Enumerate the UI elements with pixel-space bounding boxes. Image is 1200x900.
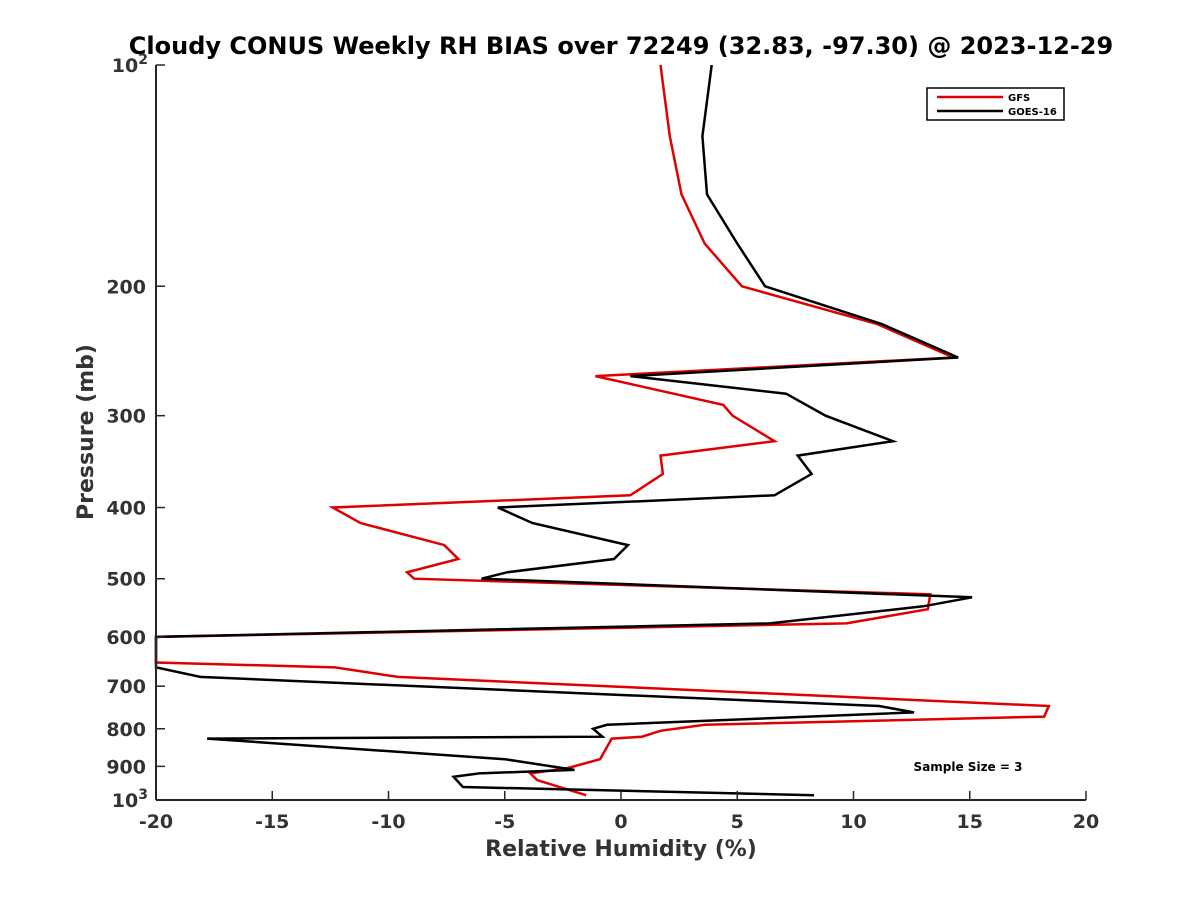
x-tick-label: 5 (731, 811, 744, 833)
y-tick-label: 102 (112, 52, 148, 77)
y-tick-label: 500 (106, 569, 146, 591)
series-layer (154, 64, 1051, 797)
x-tick-label: -15 (255, 811, 289, 833)
y-tick-label: 103 (112, 787, 148, 812)
series-line-gfs (154, 64, 1051, 797)
y-axis-ticks: 102 200 300 400 500 600 700 800 900 103 (106, 52, 165, 812)
y-tick-label: 700 (106, 676, 146, 698)
x-axis-label: Relative Humidity (%) (485, 837, 757, 862)
legend: GFS GOES-16 (926, 87, 1065, 121)
sample-size-annotation: Sample Size = 3 (914, 760, 1023, 774)
x-tick-label: -5 (494, 811, 515, 833)
y-tick-label: 600 (106, 627, 146, 649)
x-tick-label: 0 (614, 811, 627, 833)
chart-title: Cloudy CONUS Weekly RH BIAS over 72249 (… (129, 32, 1113, 60)
y-tick-label: 300 (106, 406, 146, 428)
x-tick-label: 10 (840, 811, 866, 833)
x-tick-label: 15 (957, 811, 983, 833)
legend-box (926, 87, 1065, 121)
x-axis-ticks: -20 -15 -10 -5 0 5 10 15 20 (139, 791, 1099, 833)
legend-entry-goes16: GOES-16 (1008, 107, 1057, 118)
y-tick-label: 200 (106, 276, 146, 298)
x-tick-label: -10 (371, 811, 405, 833)
y-tick-label: 900 (106, 756, 146, 778)
legend-entry-gfs: GFS (1008, 93, 1030, 104)
y-tick-label: 800 (106, 719, 146, 741)
series-line-goes16 (154, 64, 973, 797)
x-tick-label: -20 (139, 811, 173, 833)
plot-area (156, 65, 1086, 800)
x-tick-label: 20 (1073, 811, 1099, 833)
y-tick-label: 400 (106, 498, 146, 520)
y-axis-label: Pressure (mb) (74, 344, 99, 520)
